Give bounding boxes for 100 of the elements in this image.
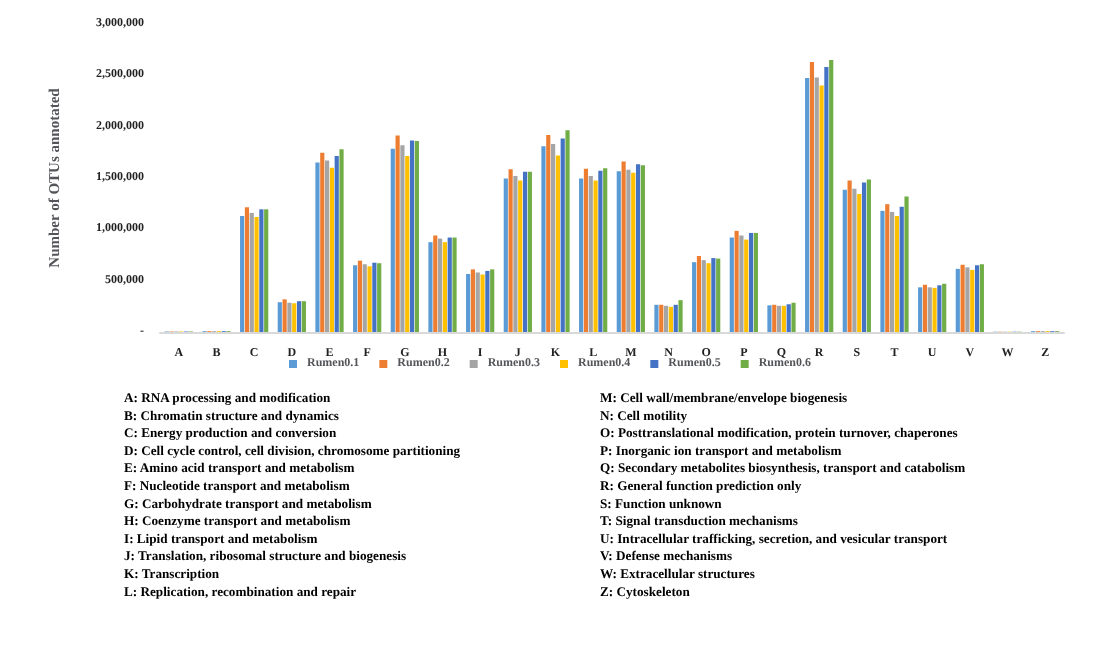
bar (315, 162, 320, 332)
bar (659, 304, 664, 332)
bar (640, 165, 645, 332)
bar (937, 285, 942, 332)
bar (527, 171, 532, 332)
bar (362, 264, 367, 332)
bar (932, 287, 937, 332)
bar (809, 61, 815, 332)
bar (249, 212, 254, 332)
bar (767, 305, 772, 332)
bar (852, 188, 857, 332)
bar (277, 302, 282, 332)
bar (522, 171, 528, 332)
bar (918, 287, 923, 332)
bar (334, 155, 339, 332)
bar (734, 230, 739, 332)
bar (890, 211, 895, 332)
bar (861, 182, 867, 332)
bar (716, 258, 721, 332)
bar (847, 180, 852, 332)
bar (706, 263, 711, 332)
bar (942, 283, 947, 332)
bar (339, 149, 344, 332)
bar (748, 232, 754, 332)
bar (805, 77, 810, 332)
bar (819, 85, 824, 332)
bar (885, 204, 890, 332)
bar (353, 265, 358, 332)
bar (470, 269, 476, 332)
bar (503, 178, 508, 332)
bar (583, 168, 589, 332)
bar (927, 287, 932, 332)
bar (739, 235, 744, 332)
bar (565, 130, 570, 332)
bar (965, 267, 970, 332)
bar (692, 262, 697, 332)
bar (603, 168, 608, 332)
bar (240, 215, 245, 332)
bar (301, 301, 306, 332)
bar (320, 152, 325, 332)
bar (518, 180, 523, 332)
bar (729, 237, 734, 332)
bar (654, 304, 659, 332)
bar (264, 209, 269, 332)
bar (616, 171, 621, 332)
bar (678, 300, 683, 332)
bar (621, 161, 626, 332)
bar (955, 268, 960, 332)
bar (598, 170, 603, 332)
bar (452, 237, 457, 332)
bar (829, 59, 834, 332)
bar (433, 235, 438, 332)
bar (490, 269, 495, 332)
bar (377, 263, 382, 332)
bar (555, 155, 560, 332)
bar (329, 167, 334, 332)
bar (579, 178, 584, 332)
bar (560, 138, 565, 332)
bar (701, 260, 706, 332)
bar (244, 207, 250, 332)
bar (960, 264, 965, 332)
bar (842, 189, 847, 332)
bar (814, 77, 819, 332)
bar (772, 304, 777, 332)
bar (753, 232, 758, 332)
bar (480, 274, 485, 332)
bar (786, 304, 791, 332)
bar (485, 270, 490, 332)
bar (287, 302, 292, 332)
bar (791, 302, 796, 332)
bar (631, 172, 636, 332)
bar (904, 196, 909, 332)
bar (824, 67, 829, 332)
bar (970, 269, 975, 332)
bar (447, 237, 452, 332)
bar (259, 209, 264, 332)
bar (880, 210, 885, 332)
bar (466, 273, 471, 332)
bar (974, 265, 980, 332)
bar (744, 239, 749, 332)
bar (367, 266, 372, 332)
bar (593, 180, 598, 332)
bar (673, 304, 678, 332)
bar (405, 155, 410, 332)
bar (372, 262, 377, 332)
bar (635, 164, 641, 332)
bar (357, 260, 363, 332)
bar (546, 134, 551, 332)
bar (922, 284, 928, 332)
bar (551, 144, 556, 332)
bar (414, 141, 419, 332)
bar (296, 301, 302, 332)
bar (979, 264, 984, 332)
bar (390, 148, 395, 332)
bar (866, 179, 871, 332)
bar (292, 303, 297, 332)
bar (254, 217, 259, 332)
bar (325, 160, 330, 332)
bar (508, 169, 513, 332)
bar (428, 242, 433, 332)
